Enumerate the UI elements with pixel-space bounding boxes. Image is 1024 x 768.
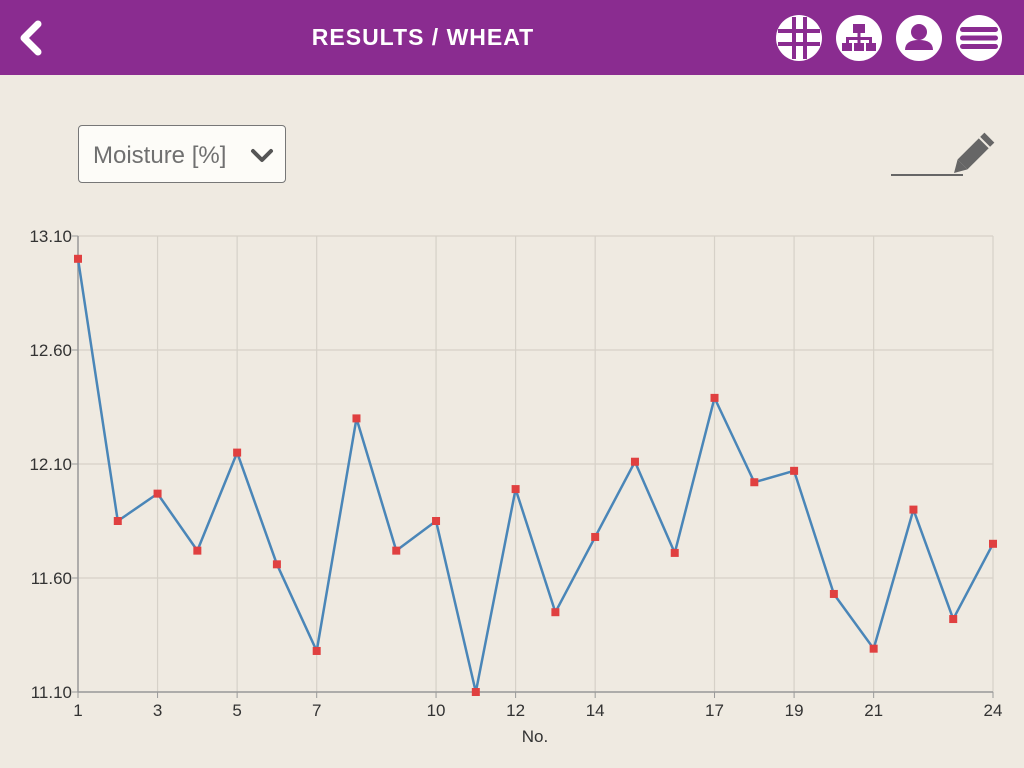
data-point [670,548,679,557]
y-tick-label: 12.10 [29,455,72,474]
data-point [392,546,401,555]
chart-series [76,258,995,694]
data-point [113,517,122,525]
grid-icon [778,17,820,59]
back-button[interactable] [14,16,50,60]
x-tick-label: 19 [785,701,804,720]
x-tick-label: 1 [73,701,82,720]
menu-button[interactable] [956,15,1002,61]
data-point [471,688,480,696]
data-point [710,393,719,402]
user-button[interactable] [896,15,942,61]
data-point [750,478,759,487]
data-point [869,644,878,653]
parameter-select[interactable]: Moisture [%] [78,125,286,183]
x-tick-label: 12 [506,701,525,720]
network-icon [842,24,876,51]
user-icon [905,24,933,50]
y-tick-label: 13.10 [29,227,72,246]
x-tick-label: 7 [312,701,321,720]
chart-markers [74,254,997,696]
x-tick-label: 14 [586,701,605,720]
x-tick-label: 3 [153,701,162,720]
grid-button[interactable] [776,15,822,61]
x-tick-label: 17 [705,701,724,720]
series-line [76,258,995,694]
page-title: RESULTS / WHEAT [311,24,535,50]
data-point [432,517,441,525]
x-tick-label: 24 [984,701,1003,720]
data-point [352,414,361,423]
pencil-icon [891,132,995,176]
chart-axes: 11.10 11.60 12.10 12.60 13.10 1 3 5 7 10 12 14 17 19 2… [29,227,1002,720]
data-point [551,608,560,617]
data-point [153,489,162,498]
data-point [949,615,958,624]
app-header: RESULTS / WHEAT [0,0,1024,75]
data-point [790,466,799,475]
x-tick-label: 5 [232,701,241,720]
data-point [591,532,600,541]
data-point [989,539,997,548]
back-icon [20,20,42,56]
edit-button[interactable] [889,130,999,180]
data-point [74,254,82,263]
data-point [829,589,838,598]
y-tick-label: 11.60 [31,569,72,588]
network-button[interactable] [836,15,882,61]
moisture-line-chart: 11.10 11.60 12.10 12.60 13.10 1 3 5 7 10 12 14 17 19 2… [29,227,1002,746]
data-point [909,505,918,514]
data-point [511,485,520,494]
x-tick-label: 21 [864,701,883,720]
data-point [272,560,281,569]
x-tick-label: 10 [427,701,446,720]
data-point [193,546,202,555]
y-tick-label: 11.10 [31,683,72,702]
data-point [630,457,639,466]
data-point [233,448,242,457]
data-point [312,646,321,655]
parameter-select-value: Moisture [%] [93,142,227,169]
y-tick-label: 12.60 [29,341,72,360]
menu-icon [960,27,998,49]
chevron-down-icon [251,149,273,162]
x-axis-label: No. [522,727,548,746]
